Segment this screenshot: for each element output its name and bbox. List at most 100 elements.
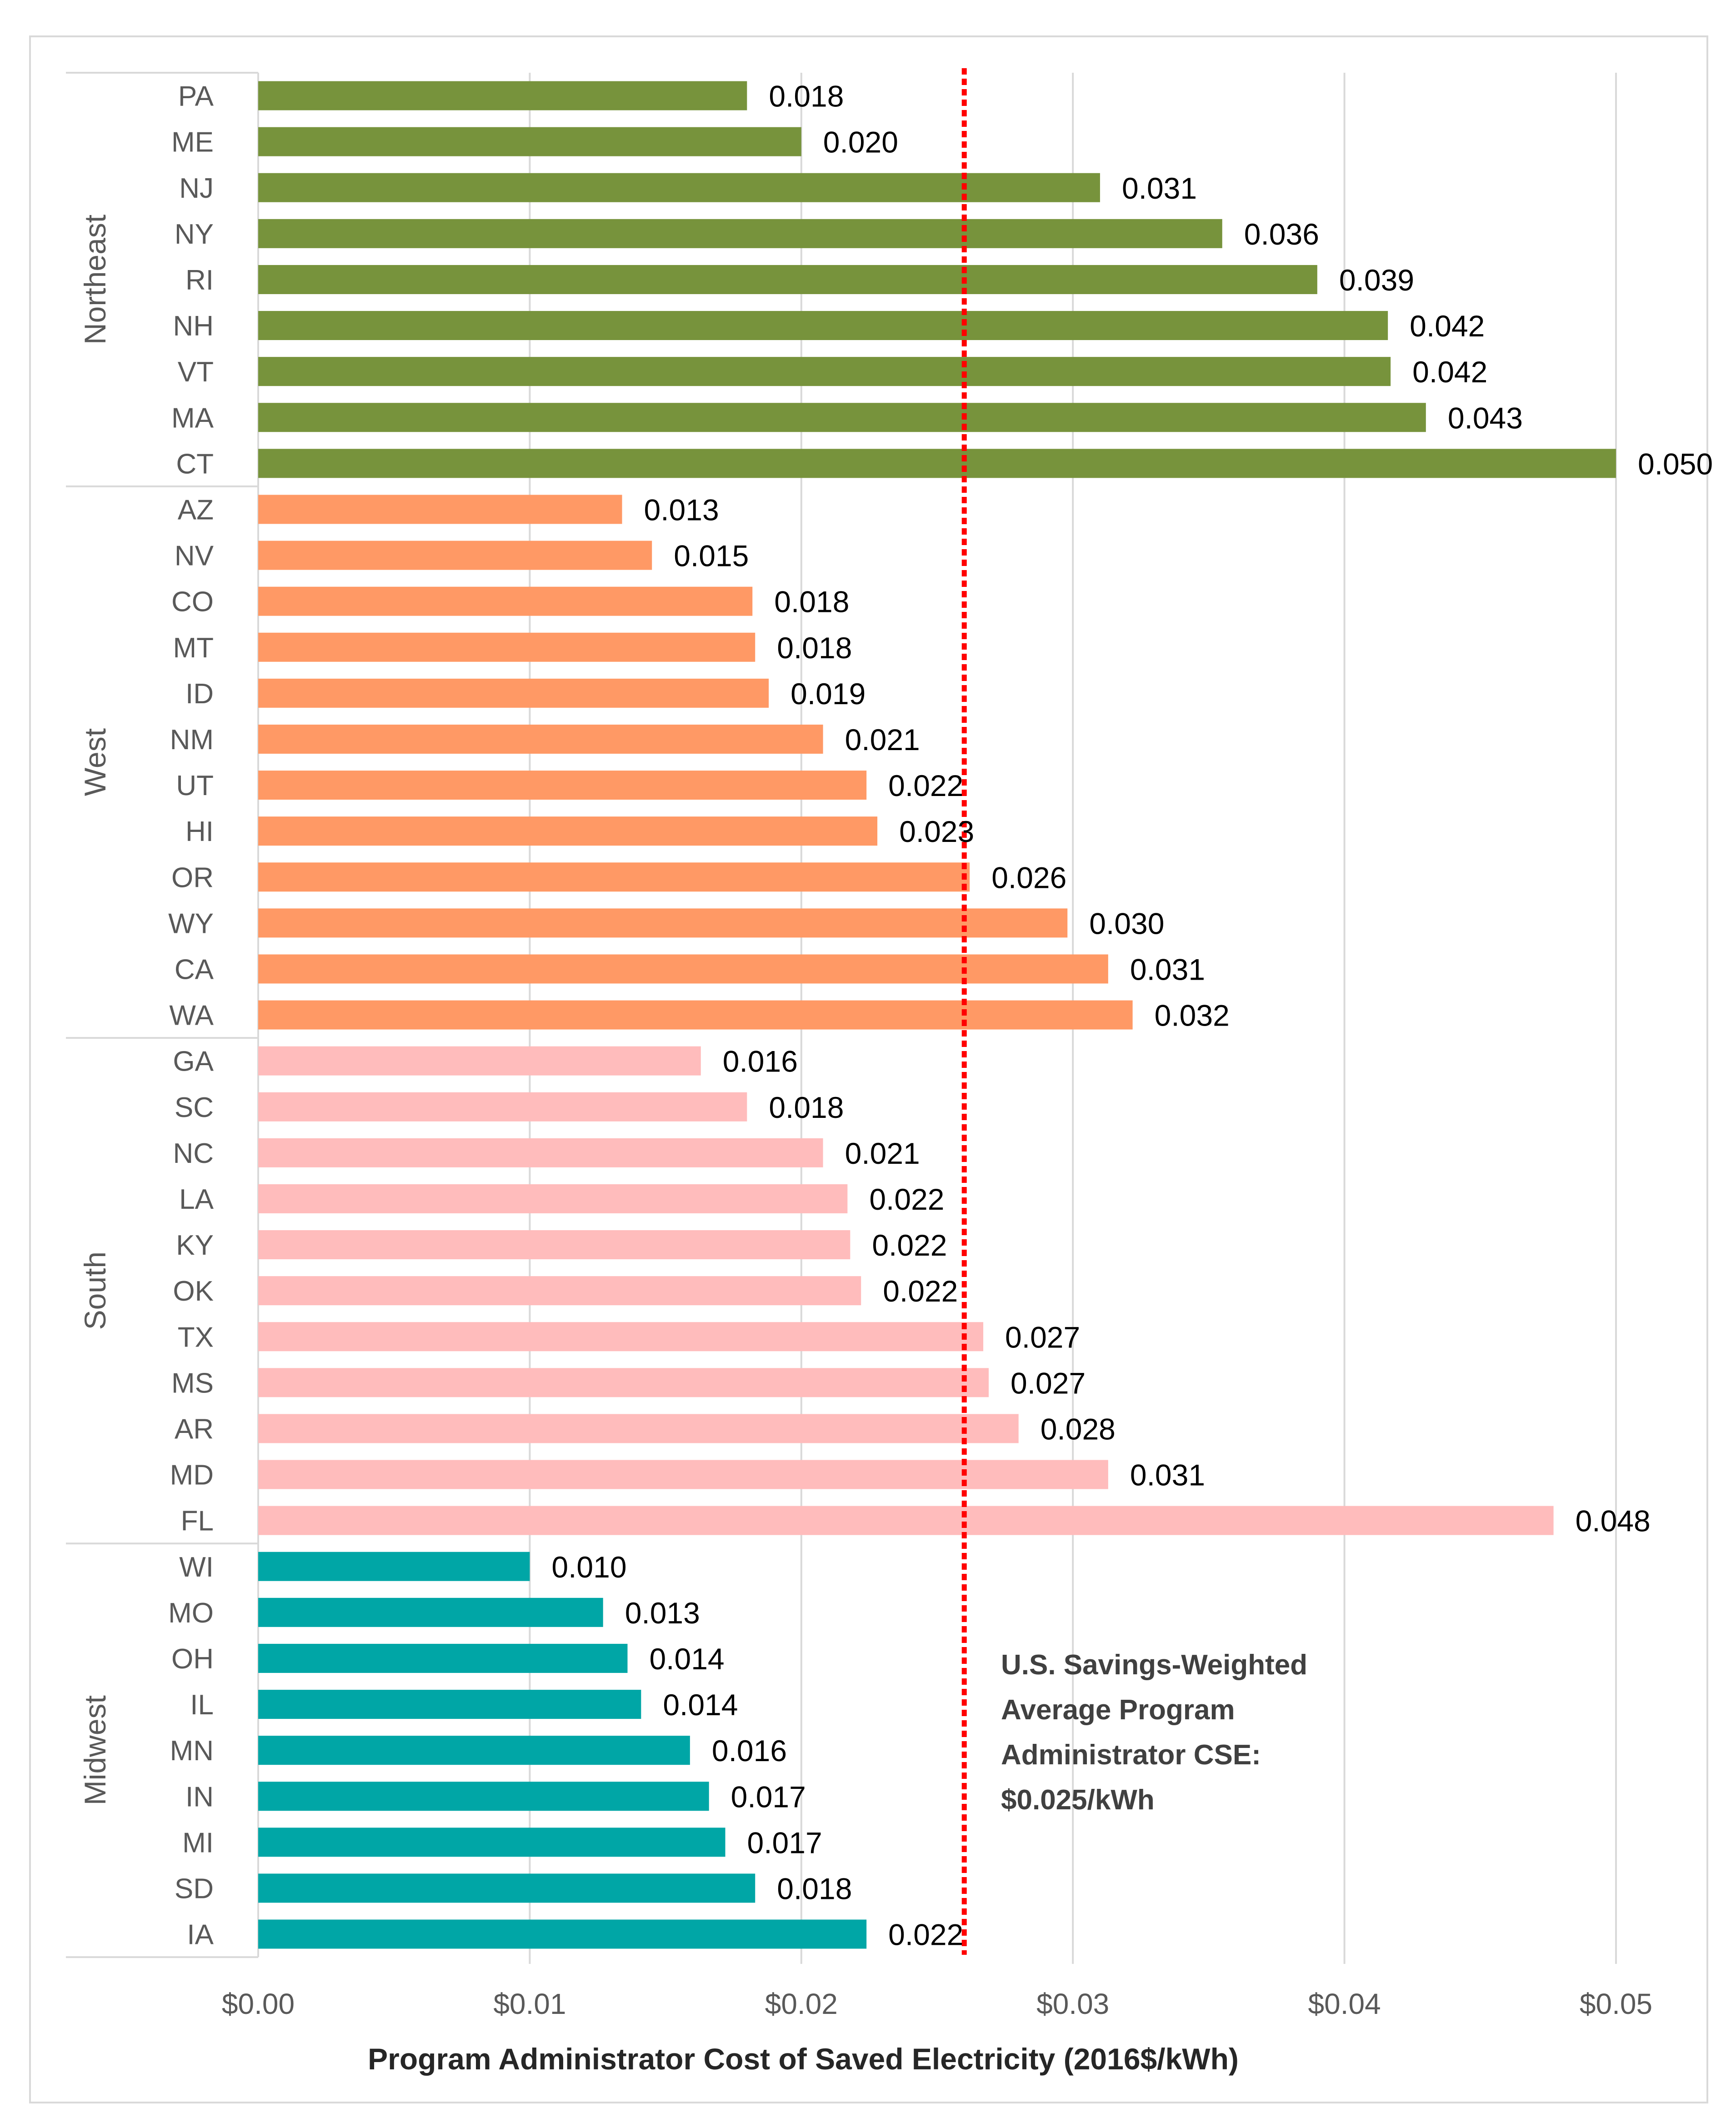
category-label: IN (185, 1781, 214, 1813)
bar-sd (258, 1873, 755, 1903)
category-label: WI (179, 1552, 214, 1583)
region-label: Midwest (78, 1695, 112, 1805)
category-label: CT (176, 448, 214, 480)
category-label: KY (176, 1230, 214, 1261)
bar-or (258, 862, 970, 892)
bar-mo (258, 1597, 603, 1627)
data-label: 0.021 (845, 1137, 920, 1170)
bar-co (258, 586, 753, 616)
reference-line-group: U.S. Savings-Weighted Average Program Admi… (961, 68, 1307, 1955)
category-label: UT (176, 770, 214, 801)
category-label: SD (175, 1873, 214, 1904)
data-label: 0.023 (899, 815, 974, 848)
category-label: LA (179, 1184, 214, 1215)
data-label: 0.043 (1448, 401, 1523, 435)
region-label: West (78, 728, 112, 796)
category-label: NM (170, 724, 214, 756)
category-label: NV (175, 541, 214, 572)
data-label: 0.027 (1005, 1320, 1080, 1354)
bar-wy (258, 908, 1068, 938)
region-label: Northeast (78, 215, 112, 345)
bar-nm (258, 724, 823, 754)
data-label: 0.042 (1412, 355, 1487, 389)
region-label: South (78, 1252, 112, 1330)
bar-oh (258, 1643, 628, 1673)
x-tick-label: $0.00 (222, 1988, 295, 2020)
category-label: OR (171, 862, 214, 893)
category-label: WA (169, 1000, 214, 1031)
category-label: MO (168, 1597, 214, 1629)
category-label: HI (185, 816, 214, 847)
category-label: NY (175, 219, 214, 250)
bar-ri (258, 265, 1317, 294)
category-label: OH (171, 1643, 214, 1675)
bar-vt (258, 357, 1391, 386)
bar-ga (258, 1046, 701, 1076)
bar-ny (258, 219, 1222, 248)
data-label: 0.014 (663, 1688, 738, 1722)
category-label: MT (173, 632, 214, 664)
bar-mt (258, 632, 755, 662)
category-label: PA (178, 81, 214, 112)
category-label: CA (175, 954, 214, 985)
category-label: VT (178, 356, 214, 388)
category-label: MI (182, 1827, 214, 1858)
x-axis-title: Program Administrator Cost of Saved Elec… (368, 2042, 1239, 2076)
bar-nv (258, 541, 652, 570)
category-label: ME (171, 127, 214, 158)
data-label: 0.017 (731, 1780, 806, 1813)
category-label: RI (185, 265, 214, 296)
data-label: 0.032 (1155, 999, 1230, 1032)
category-label: TX (178, 1322, 214, 1353)
category-label: MN (170, 1735, 214, 1767)
x-tick-label: $0.02 (765, 1988, 838, 2020)
bar-nc (258, 1138, 823, 1167)
data-label: 0.031 (1130, 1458, 1205, 1492)
category-label: WY (168, 908, 214, 939)
data-label: 0.014 (649, 1642, 724, 1676)
data-label: 0.036 (1244, 217, 1319, 251)
x-axis: $0.00 $0.01 $0.02 $0.03 $0.04 $0.05 (222, 1988, 1652, 2020)
category-label: IA (187, 1919, 214, 1951)
data-label: 0.022 (888, 769, 963, 802)
category-label: NH (173, 310, 214, 342)
category-label: NJ (179, 173, 214, 204)
bar-me (258, 127, 801, 156)
data-label: 0.022 (869, 1182, 944, 1216)
x-tick-label: $0.01 (493, 1988, 566, 2020)
data-label: 0.018 (774, 585, 849, 619)
category-label: AZ (178, 494, 214, 526)
bar-pa (258, 81, 747, 110)
category-label: NC (173, 1138, 214, 1169)
bar-ms (258, 1368, 989, 1397)
data-label: 0.030 (1089, 906, 1164, 940)
data-label: 0.022 (872, 1228, 947, 1262)
category-label: IL (190, 1689, 214, 1721)
data-label: 0.018 (769, 1091, 844, 1124)
data-label: 0.013 (644, 493, 719, 526)
data-label: 0.028 (1041, 1412, 1116, 1446)
bar-tx (258, 1322, 984, 1352)
reference-annotation-line: $0.025/kWh (1001, 1784, 1155, 1816)
data-label: 0.015 (674, 539, 749, 573)
bar-ut (258, 771, 867, 800)
bar-wi (258, 1552, 530, 1581)
data-label: 0.048 (1576, 1504, 1651, 1538)
data-label: 0.031 (1122, 171, 1197, 205)
bar-ct (258, 449, 1616, 478)
group-dividers (66, 72, 258, 1958)
category-label: FL (181, 1506, 214, 1537)
data-label: 0.016 (712, 1734, 787, 1768)
reference-annotation-line: Administrator CSE: (1001, 1739, 1261, 1771)
category-label: CO (171, 586, 214, 618)
bar-id (258, 678, 769, 708)
x-tick-label: $0.03 (1036, 1988, 1109, 2020)
data-label: 0.042 (1410, 309, 1485, 343)
bar-sc (258, 1092, 747, 1122)
bar-ok (258, 1276, 861, 1306)
data-label: 0.022 (888, 1918, 963, 1952)
bar-hi (258, 816, 878, 846)
bar-ky (258, 1230, 850, 1260)
